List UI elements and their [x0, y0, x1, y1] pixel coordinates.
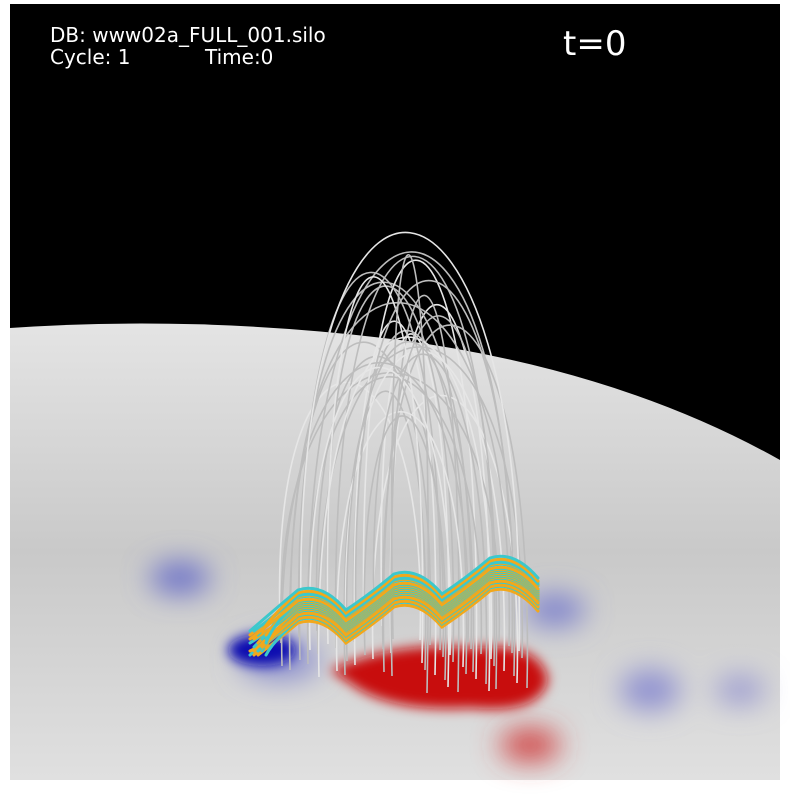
red-patch [500, 729, 560, 761]
time-annotation: t=0 [563, 24, 626, 64]
blue-patch [620, 670, 680, 710]
time-label: Time:0 [204, 45, 273, 69]
page: DB: www02a_FULL_001.silo Cycle: 1 Time:0… [0, 0, 790, 794]
blue-patch [150, 562, 210, 594]
cycle-label: Cycle: 1 [50, 45, 130, 69]
database-label: DB: www02a_FULL_001.silo [50, 23, 326, 47]
blue-patch [715, 676, 765, 704]
visualization: DB: www02a_FULL_001.silo Cycle: 1 Time:0… [0, 0, 790, 794]
